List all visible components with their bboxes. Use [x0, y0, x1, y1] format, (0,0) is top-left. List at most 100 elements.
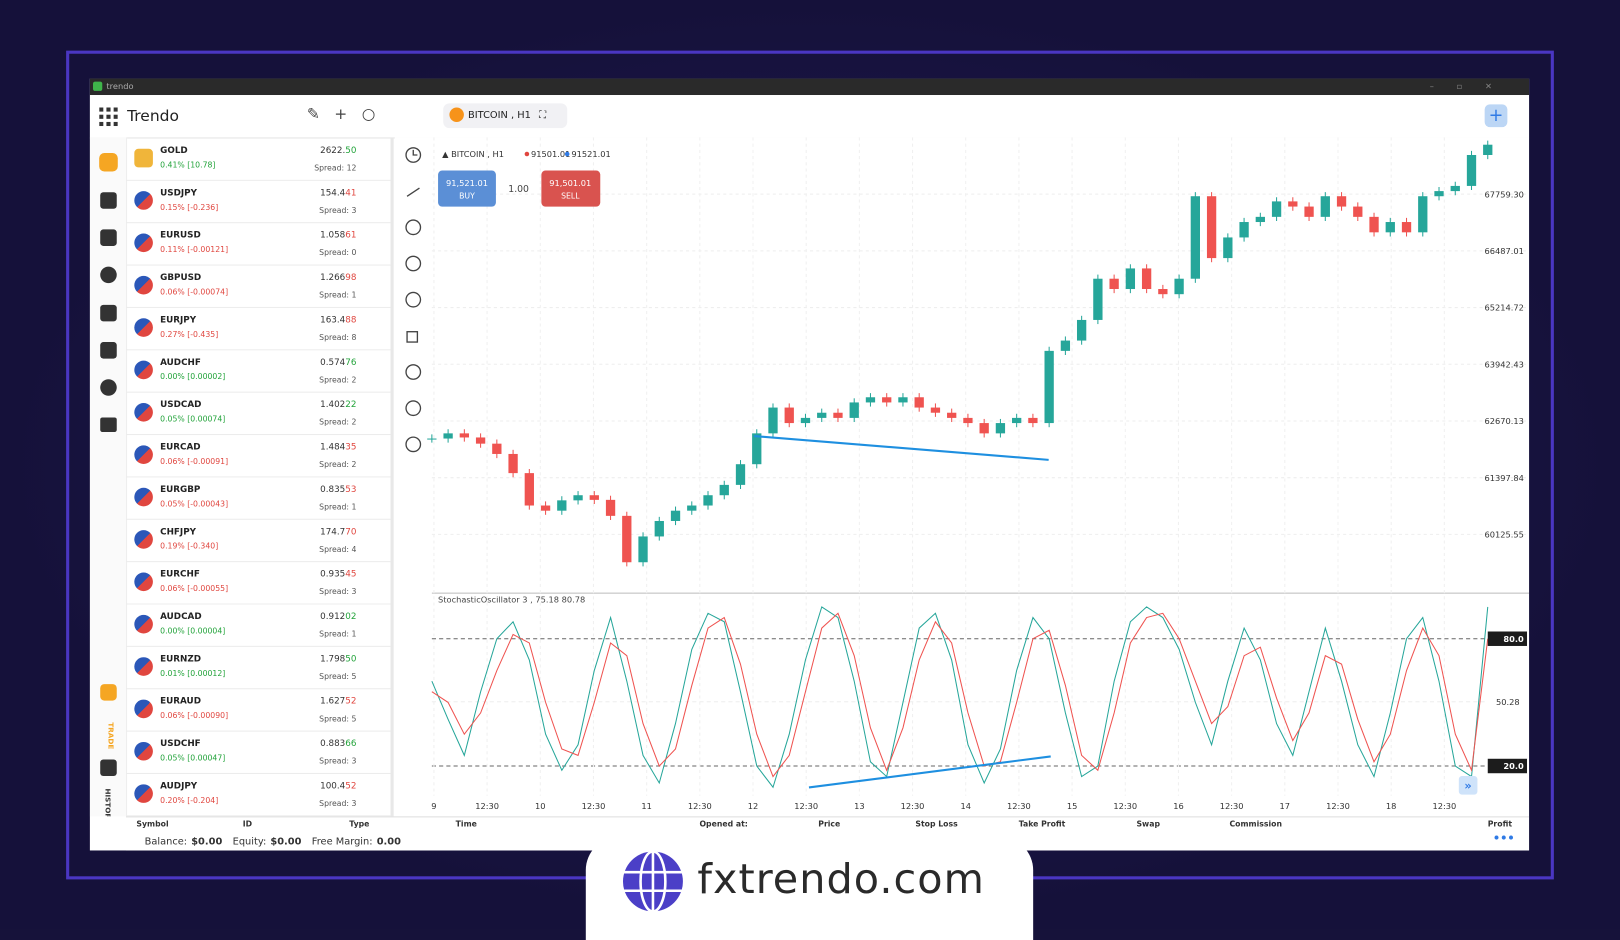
- price-tail: 52: [345, 781, 357, 792]
- column-header: ID: [242, 819, 253, 829]
- watchlist-row[interactable]: EURCHF 0.06% [-0.00055] 0.93545 Spread: 3: [126, 561, 391, 605]
- column-header: Time: [455, 819, 477, 829]
- spread: Spread: 1: [319, 629, 357, 639]
- symbol: EURNZD: [160, 654, 202, 665]
- x-tick-label: 12:30: [1007, 801, 1031, 811]
- watchlist-row[interactable]: GOLD 0.41% [10.78] 2622.50 Spread: 12: [126, 137, 391, 181]
- balance: $0.00: [191, 835, 223, 848]
- rail-icon[interactable]: [100, 417, 117, 432]
- bid-dot: [524, 151, 530, 157]
- buy-button[interactable]: 91,521.01 BUY: [438, 170, 496, 207]
- menu-grid[interactable]: [99, 107, 118, 127]
- rail-icon[interactable]: [100, 379, 117, 396]
- y-tick-label: 60125.55: [1485, 529, 1524, 539]
- rail-icon[interactable]: [100, 342, 117, 359]
- candle: [1271, 201, 1282, 217]
- rail-icon[interactable]: [99, 152, 118, 172]
- price-main: 0.912: [320, 611, 346, 623]
- scroll-icon[interactable]: »: [1464, 778, 1471, 792]
- price: 0.83553: [320, 485, 356, 495]
- rail-icon[interactable]: [100, 759, 117, 777]
- price-tail: 41: [345, 188, 357, 199]
- sell-button[interactable]: 91,501.01 SELL: [541, 170, 601, 207]
- chart-tools[interactable]: [405, 147, 422, 453]
- candle: [930, 407, 941, 413]
- watchlist-row[interactable]: EURJPY 0.27% [-0.435] 163.488 Spread: 8: [126, 307, 391, 351]
- flag: [134, 784, 153, 803]
- history-label[interactable]: HISTORY: [103, 788, 112, 824]
- candle: [1304, 206, 1314, 217]
- watchlist-row[interactable]: AUDCAD 0.00% [0.00004] 0.91202 Spread: 1: [126, 603, 391, 647]
- price-main: 163.4: [320, 315, 346, 326]
- change: 0.15% [-0.236]: [160, 202, 219, 212]
- candle: [833, 412, 843, 418]
- watchlist-row[interactable]: AUDJPY 0.20% [-0.204] 100.452 Spread: 3: [126, 773, 391, 817]
- spread: Spread: 3: [319, 756, 357, 766]
- oscillator-title: StochasticOscillator 3 , 75.18 80.78: [438, 594, 585, 604]
- rail-icon[interactable]: [100, 266, 117, 284]
- column-header: Symbol: [136, 819, 169, 829]
- price-main: 174.7: [320, 527, 346, 538]
- equity: $0.00: [270, 835, 302, 848]
- rail-icon[interactable]: [100, 192, 117, 209]
- sell-price: 91,501.01: [549, 178, 591, 188]
- candle: [1012, 417, 1022, 424]
- toolbar-icons[interactable]: ✎+○: [306, 104, 390, 123]
- symbol-tab[interactable]: BITCOIN , H1 ⛶: [443, 103, 568, 129]
- add-chart-button[interactable]: +: [1484, 104, 1508, 128]
- candle: [1336, 196, 1347, 207]
- x-tick-label: 9: [431, 801, 436, 811]
- buy-price: 91,521.01: [446, 178, 488, 188]
- spread: Spread: 8: [319, 332, 357, 343]
- lot-size[interactable]: 1.00: [508, 184, 529, 195]
- candle: [1450, 185, 1460, 192]
- symbol: GBPUSD: [160, 272, 202, 284]
- change: 0.01% [0.00012]: [160, 668, 226, 678]
- candle: [557, 500, 567, 511]
- rail-icon[interactable]: [100, 684, 117, 701]
- tab-label: BITCOIN , H1: [468, 109, 531, 121]
- oscillator-line: [431, 612, 1489, 778]
- watchlist-row[interactable]: USDCAD 0.05% [0.00074] 1.40222 Spread: 2: [126, 392, 391, 436]
- trade-label[interactable]: TRADE: [106, 722, 115, 749]
- change: 0.19% [-0.340]: [160, 541, 219, 551]
- price: 0.57476: [320, 358, 356, 368]
- rail-icon[interactable]: [100, 304, 117, 322]
- scroll-button[interactable]: [1458, 776, 1478, 795]
- level-tag: [1487, 758, 1528, 774]
- symbol: USDCHF: [160, 738, 201, 750]
- symbol: EURCHF: [160, 569, 200, 580]
- watchlist-row[interactable]: EURGBP 0.05% [-0.00043] 0.83553 Spread: 1: [126, 476, 391, 520]
- watchlist-row[interactable]: USDJPY 0.15% [-0.236] 154.441 Spread: 3: [126, 180, 391, 224]
- column-header: Stop Loss: [915, 819, 958, 829]
- watchlist-row[interactable]: EURAUD 0.06% [-0.00090] 1.62752 Spread: 5: [126, 688, 391, 732]
- candle: [1320, 196, 1330, 217]
- candle: [817, 412, 827, 418]
- price-tail: 02: [345, 611, 357, 623]
- candle: [1141, 268, 1152, 290]
- candle: [849, 402, 859, 418]
- watchlist-row[interactable]: EURNZD 0.01% [0.00012] 1.79850 Spread: 5: [126, 646, 391, 690]
- equity-label: Equity:: [232, 835, 267, 848]
- column-header: Take Profit: [1018, 819, 1066, 829]
- price-tail: 98: [345, 272, 357, 284]
- price: 174.770: [320, 527, 356, 537]
- candle: [687, 505, 697, 511]
- watchlist-row[interactable]: AUDCHF 0.00% [0.00002] 0.57476 Spread: 2: [126, 349, 391, 393]
- candle: [475, 437, 486, 444]
- watchlist-row[interactable]: EURCAD 0.06% [-0.00091] 1.48435 Spread: 2: [126, 434, 391, 478]
- change: 0.00% [0.00002]: [160, 372, 226, 382]
- flag: [134, 614, 153, 634]
- watchlist-row[interactable]: GBPUSD 0.06% [-0.00074] 1.26698 Spread: 1: [126, 265, 391, 308]
- bid: 91501.01: [531, 149, 570, 159]
- watchlist-row[interactable]: EURUSD 0.11% [-0.00121] 1.05861 Spread: 0: [126, 222, 391, 266]
- watchlist-row[interactable]: USDCHF 0.05% [0.00047] 0.88366 Spread: 3: [126, 731, 391, 774]
- spread: Spread: 1: [319, 290, 357, 300]
- candle: [1239, 222, 1249, 238]
- change: 0.27% [-0.435]: [160, 329, 219, 339]
- window-controls[interactable]: –▫✕: [1429, 81, 1515, 91]
- rail-icon[interactable]: [100, 229, 117, 246]
- price: 1.62752: [320, 696, 356, 706]
- watchlist-row[interactable]: CHFJPY 0.19% [-0.340] 174.770 Spread: 4: [126, 519, 391, 563]
- flag: [134, 445, 153, 464]
